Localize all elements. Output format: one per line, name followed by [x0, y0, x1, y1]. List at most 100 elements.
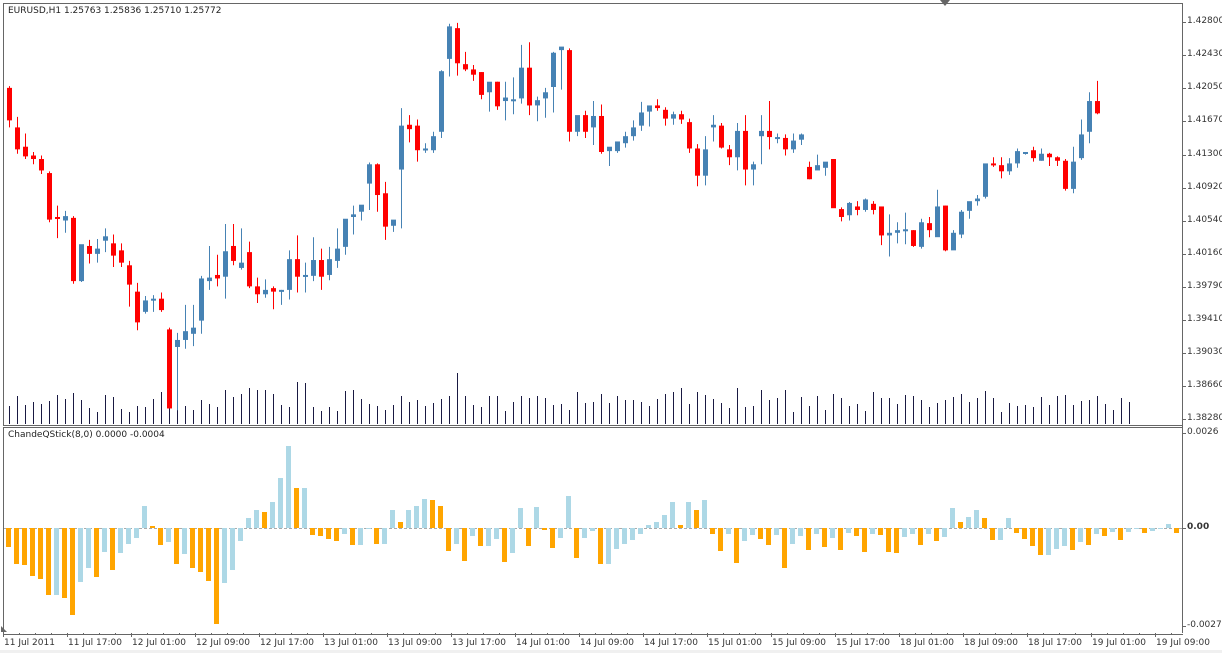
candle	[671, 111, 676, 125]
candle	[279, 289, 284, 305]
minor-tick	[755, 633, 756, 635]
qstick-bar	[246, 518, 251, 528]
minor-tick	[1011, 633, 1012, 635]
qstick-bar	[6, 528, 11, 547]
indicator-pane[interactable]: ChandeQStick(8,0) 0.0000 -0.0004	[3, 427, 1183, 635]
qstick-bar	[206, 528, 211, 581]
candle	[631, 120, 636, 141]
qstick-bar	[1150, 528, 1155, 531]
axis-label: 1.38660	[1187, 380, 1222, 390]
minor-tick	[1075, 633, 1076, 635]
minor-tick	[163, 633, 164, 635]
candle	[375, 163, 380, 212]
candle	[847, 202, 852, 221]
qstick-bar	[1134, 528, 1139, 529]
time-axis[interactable]: 11 Jul 2011 11 Jul 17:00 12 Jul 01:00 12 Ju…	[3, 633, 1210, 653]
minor-tick	[275, 633, 276, 635]
time-label: 15 Jul 09:00	[772, 638, 826, 648]
candle	[887, 214, 892, 257]
candle	[711, 115, 716, 142]
candle	[943, 205, 948, 252]
qstick-bar	[878, 528, 883, 535]
minor-tick	[547, 633, 548, 635]
candle	[855, 201, 860, 216]
axis-tick	[1183, 88, 1186, 89]
candle	[7, 86, 12, 128]
qstick-bar	[518, 508, 523, 528]
time-tick	[323, 633, 324, 637]
candle	[143, 296, 148, 314]
candle	[735, 123, 740, 171]
axis-tick	[1183, 188, 1186, 189]
candle	[455, 22, 460, 76]
candle	[271, 286, 276, 310]
minor-tick	[19, 633, 20, 635]
candle	[71, 216, 76, 284]
qstick-bar	[958, 522, 963, 528]
qstick-bar	[798, 528, 803, 536]
qstick-bar	[782, 528, 787, 568]
qstick-bar	[894, 528, 899, 553]
time-tick	[771, 633, 772, 637]
minor-tick	[563, 633, 564, 635]
time-label: 18 Jul 09:00	[964, 638, 1018, 648]
qstick-bar	[686, 502, 691, 528]
minor-tick	[291, 633, 292, 635]
minor-tick	[467, 633, 468, 635]
qstick-bar	[814, 528, 819, 534]
qstick-bar	[78, 528, 83, 582]
indicator-axis[interactable]: 0.0026 0.00 -0.0027	[1183, 427, 1222, 633]
minor-tick	[931, 633, 932, 635]
qstick-bar	[166, 528, 171, 542]
minor-tick	[51, 633, 52, 635]
axis-tick	[1183, 320, 1186, 321]
candle	[975, 195, 980, 206]
status-strip	[0, 650, 1222, 653]
time-tick	[579, 633, 580, 637]
qstick-bar	[270, 502, 275, 528]
minor-tick	[227, 633, 228, 635]
candle	[359, 204, 364, 221]
qstick-bar	[1054, 528, 1059, 549]
minor-tick	[483, 633, 484, 635]
candle	[303, 262, 308, 293]
candle	[343, 218, 348, 255]
time-label: 12 Jul 17:00	[260, 638, 314, 648]
candle	[1071, 146, 1076, 194]
qstick-bar	[750, 528, 755, 535]
candle	[959, 209, 964, 239]
candle	[815, 154, 820, 171]
candle	[759, 115, 764, 165]
candle	[599, 104, 604, 154]
qstick-bar	[1046, 528, 1051, 555]
candle	[527, 42, 532, 116]
qstick-bar	[990, 528, 995, 540]
time-label: 15 Jul 01:00	[708, 638, 762, 648]
chart-shift-marker-icon[interactable]	[940, 0, 950, 6]
time-label: 19 Jul 09:00	[1156, 638, 1210, 648]
minor-tick	[883, 633, 884, 635]
qstick-bar	[862, 528, 867, 552]
minor-tick	[1059, 633, 1060, 635]
candle	[415, 119, 420, 162]
minor-tick	[659, 633, 660, 635]
qstick-bar	[398, 522, 403, 528]
qstick-bar	[1022, 528, 1027, 539]
axis-label: 1.41670	[1187, 115, 1222, 125]
qstick-bar	[126, 528, 131, 544]
candle	[879, 206, 884, 246]
qstick-bar	[1094, 528, 1099, 534]
minor-tick	[419, 633, 420, 635]
qstick-bar	[486, 528, 491, 546]
qstick-bar	[550, 528, 555, 548]
time-label: 18 Jul 01:00	[900, 638, 954, 648]
price-pane[interactable]: EURUSD,H1 1.25763 1.25836 1.25710 1.2577…	[3, 3, 1183, 426]
qstick-bar	[910, 528, 915, 534]
price-axis[interactable]: 1.42800 1.42430 1.42050 1.41670 1.41300 1.409…	[1183, 0, 1222, 427]
qstick-bar	[678, 525, 683, 528]
candle	[183, 304, 188, 349]
qstick-bar	[510, 528, 515, 553]
candle	[95, 238, 100, 263]
time-tick	[1091, 633, 1092, 637]
time-tick	[3, 633, 4, 637]
